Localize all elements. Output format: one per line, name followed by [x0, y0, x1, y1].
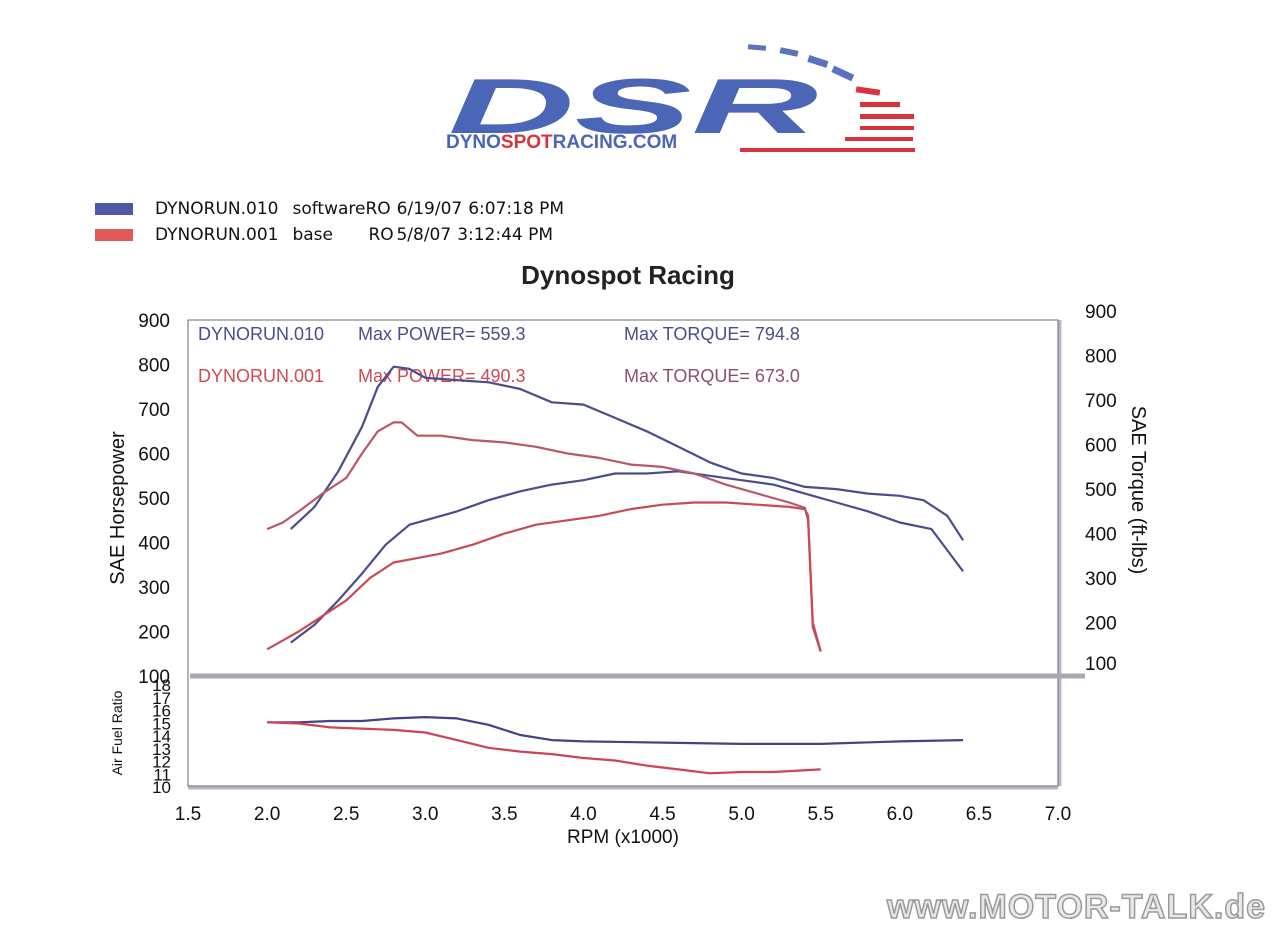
- rpm-tick-label: 6.5: [966, 804, 992, 825]
- dsr-logo: DSR DYNOSPOTRACING.COM: [440, 40, 920, 160]
- series-line-dynorun-010: [267, 716, 964, 745]
- hp-torque-series: [266, 365, 965, 652]
- afr-tick-label: 18: [152, 676, 171, 695]
- chart-frame: [187, 319, 1085, 790]
- afr-tick-label: 14: [152, 727, 171, 746]
- series-line-dynorun-010-torque: [290, 365, 965, 541]
- rpm-tick-label: 3.5: [491, 804, 517, 825]
- x-axis-label: RPM (x1000): [567, 827, 679, 848]
- rpm-tick-label: 5.5: [808, 804, 834, 825]
- rpm-tick-label: 5.0: [728, 804, 754, 825]
- afr-tick-label: 15: [152, 714, 171, 733]
- series-line-dynorun-001-torque: [266, 421, 822, 652]
- series-line-dynorun-010-power: [290, 470, 964, 644]
- torque-tick-label: 300: [1085, 569, 1117, 590]
- run-legend: DYNORUN.010 softwareRO 6/19/07 6:07:18 P…: [95, 196, 570, 248]
- hp-tick-label: 400: [138, 534, 170, 555]
- torque-tick-label: 700: [1085, 391, 1117, 412]
- axis-ticks: 100 200 300 400 500 600 700 800 900 100 200 300 400 5…: [138, 302, 1116, 825]
- afr-tick-label: 13: [152, 740, 171, 759]
- torque-tick-label: 200: [1085, 614, 1117, 635]
- max-torque-annotation: Max TORQUE= 673.0: [624, 366, 800, 386]
- afr-tick-label: 17: [152, 689, 171, 708]
- motor-talk-watermark: www.MOTOR-TALK.de: [886, 887, 1266, 927]
- afr-tick-label: 12: [152, 753, 171, 772]
- hp-tick-label: 900: [138, 311, 170, 332]
- torque-tick-label: 100: [1085, 654, 1117, 675]
- hp-tick-label: 300: [138, 578, 170, 599]
- afr-tick-label: 11: [153, 765, 171, 784]
- y-axis-label: SAE Horsepower: [107, 431, 129, 585]
- dsr-logo-graphic: DSR DYNOSPOTRACING.COM: [446, 44, 915, 153]
- series-line-dynorun-001-power: [266, 501, 822, 652]
- speed-dash-marks: [740, 44, 915, 152]
- hp-tick-label: 600: [138, 445, 170, 466]
- rpm-tick-label: 1.5: [175, 804, 201, 825]
- torque-tick-label: 600: [1085, 436, 1117, 457]
- y2-axis-label: SAE Torque (ft-lbs): [1127, 406, 1149, 575]
- run-name-annotation: DYNORUN.010: [198, 324, 324, 344]
- rpm-tick-label: 7.0: [1045, 804, 1071, 825]
- legend-row-run-010: DYNORUN.010 softwareRO 6/19/07 6:07:18 P…: [95, 196, 570, 222]
- axis-labels: SAE Horsepower SAE Torque (ft-lbs) Air Fue…: [107, 406, 1149, 848]
- torque-tick-label: 800: [1085, 347, 1117, 368]
- rpm-tick-label: 2.5: [333, 804, 359, 825]
- plot-border: [187, 319, 1059, 787]
- logo-mark: DSR: [448, 62, 818, 150]
- max-torque-annotation: Max TORQUE= 794.8: [624, 324, 800, 344]
- rpm-tick-label: 3.0: [412, 804, 438, 825]
- max-power-annotation: Max POWER= 490.3: [358, 366, 526, 386]
- rpm-tick-label: 4.0: [570, 804, 596, 825]
- max-power-annotation: Max POWER= 559.3: [358, 324, 526, 344]
- hp-tick-label: 700: [138, 400, 170, 421]
- hp-tick-label: 800: [138, 356, 170, 377]
- rpm-tick-label: 4.5: [649, 804, 675, 825]
- torque-tick-label: 400: [1085, 525, 1117, 546]
- hp-tick-label: 100: [138, 667, 170, 688]
- legend-row-run-001: DYNORUN.001 base RO 5/8/07 3:12:44 PM: [95, 222, 570, 248]
- logo-url: DYNOSPOTRACING.COM: [446, 132, 677, 153]
- afr-series: [267, 716, 964, 775]
- torque-tick-label: 900: [1085, 302, 1117, 323]
- rpm-tick-label: 6.0: [887, 804, 913, 825]
- legend-swatch-red: [95, 229, 133, 241]
- rpm-tick-label: 2.0: [254, 804, 280, 825]
- legend-swatch-blue: [95, 203, 133, 215]
- afr-axis-label: Air Fuel Ratio: [109, 690, 125, 775]
- run-name-annotation: DYNORUN.001: [198, 366, 324, 386]
- series-line-dynorun-001: [267, 721, 821, 775]
- torque-tick-label: 500: [1085, 480, 1117, 501]
- max-annotations: DYNORUN.010 Max POWER= 559.3 Max TORQUE= 7…: [198, 324, 800, 386]
- hp-tick-label: 200: [138, 623, 170, 644]
- hp-tick-label: 500: [138, 489, 170, 510]
- afr-tick-label: 16: [152, 702, 171, 721]
- afr-tick-label: 10: [152, 778, 171, 797]
- chart-title: Dynospot Racing: [521, 260, 735, 290]
